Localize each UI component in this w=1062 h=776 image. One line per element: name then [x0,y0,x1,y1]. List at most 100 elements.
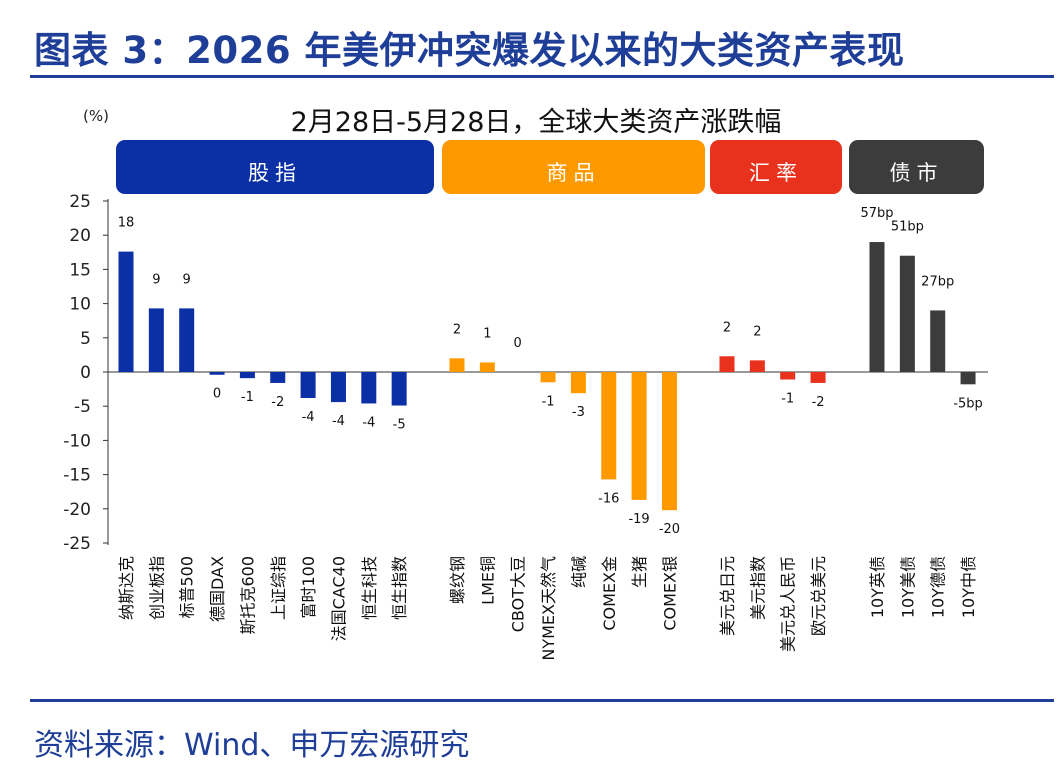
data-labels: 18 9 9 0 -1 -2 -4 -4 -4 -5 2 1 0 -1 -3 -16 -19 -20 2 2 -1 -2 5… [118,206,983,537]
y-tick-label: 10 [69,295,91,315]
category-label: 标普500 [178,556,197,619]
figure-title: 图表 3：2026 年美伊冲突爆发以来的大类资产表现 [34,29,905,72]
bar [749,360,765,372]
data-label: -19 [628,512,649,527]
category-label: 美元兑日元 [718,556,737,636]
category-label: LME铜 [478,556,497,605]
data-label: 9 [152,272,160,287]
chart-title: 2月28日-5月28日，全球大类资产涨跌幅 [291,107,782,138]
data-label: -5bp [953,396,982,411]
category-label: 斯托克600 [238,556,257,635]
data-label: -4 [362,415,375,430]
data-label: -5 [393,418,406,433]
bar [391,372,407,406]
category-label: 纯碱 [569,556,588,588]
y-tick-label: 15 [69,260,91,280]
bar [118,251,134,372]
category-label: 纳斯达克 [117,556,136,620]
y-tick-label: -15 [63,466,91,486]
data-label: -4 [332,414,345,429]
group-header-label: 汇率 [749,161,803,185]
group-header-box [442,140,705,194]
data-label: -3 [572,405,585,420]
data-label: 0 [213,387,221,402]
bar [960,372,976,385]
bar [330,372,346,403]
data-label: 1 [483,326,491,341]
data-label: 2 [723,320,731,335]
category-label: 欧元兑美元 [809,556,828,636]
source-note: 资料来源：Wind、申万宏源研究 [34,728,470,763]
bar [810,372,826,383]
y-tick-label: 0 [80,363,91,383]
bar [239,372,255,379]
bar [899,255,915,372]
data-label: 51bp [891,220,924,235]
data-label: -20 [659,522,680,537]
bar [148,308,164,372]
data-label: 57bp [860,206,893,221]
group-headers: 股指 商品 汇率 债市 [116,140,984,194]
bar-chart: 2月28日-5月28日，全球大类资产涨跌幅 (%) 2520151050-5-1… [63,107,988,661]
y-tick-label: 25 [69,192,91,212]
y-tick-label: -20 [63,500,91,520]
group-header-box [710,140,842,194]
bar [540,372,556,383]
data-label: -4 [302,410,315,425]
unit-label: (%) [83,107,109,125]
bar [361,372,377,404]
bar [930,310,946,372]
bar [601,372,617,480]
category-labels: 纳斯达克 创业板指 标普500 德国DAX 斯托克600 上证综指 富时100 法国CAC40… [117,556,978,661]
data-label: 18 [118,216,135,231]
data-label: -16 [598,491,619,506]
data-label: 2 [453,322,461,337]
category-label: 10Y德债 [929,556,948,618]
group-header-label: 商品 [547,161,601,185]
category-label: 美元兑人民币 [779,556,798,652]
data-label: 27bp [921,274,954,289]
bar [661,372,677,511]
data-label: -1 [542,394,555,409]
y-tick-label: 20 [69,226,91,246]
data-label: -1 [241,390,254,405]
category-label: 上证综指 [269,556,288,620]
data-label: -2 [812,395,825,410]
bar [270,372,286,383]
data-label: -1 [781,392,794,407]
y-tick-label: 5 [80,329,91,349]
bars [118,242,976,511]
data-label: -2 [271,395,284,410]
bar [570,372,586,394]
bar [479,362,495,372]
source-rule [30,699,1054,702]
bar [300,372,316,398]
group-header-label: 债市 [890,161,944,185]
bar [719,356,735,372]
category-label: 恒生指数 [390,556,409,620]
data-label: 0 [514,336,522,351]
category-label: 螺纹钢 [448,556,467,604]
y-tick-label: -25 [63,534,91,554]
category-label: 恒生科技 [360,556,379,620]
category-label: 创业板指 [147,556,166,620]
category-label: COMEX银 [660,556,679,631]
category-label: COMEX金 [600,556,619,631]
title-underline [30,75,1054,78]
data-label: 9 [183,272,191,287]
bar [869,242,885,372]
bar [780,372,796,380]
y-tick-label: -10 [63,431,91,451]
group-header-box [849,140,984,194]
data-label: 2 [753,324,761,339]
category-label: CBOT大豆 [509,556,528,632]
bar [449,358,465,372]
bar [631,372,647,500]
bar [209,372,225,375]
category-label: 法国CAC40 [329,556,348,641]
y-axis-ticks: 25 20 15 10 5 0 -5 -10 -15 -20 -25 [63,192,108,554]
category-label: NYMEX天然气 [539,556,558,661]
y-tick-label: -5 [74,397,91,417]
category-label: 德国DAX [208,556,227,622]
category-label: 生猪 [630,556,649,588]
